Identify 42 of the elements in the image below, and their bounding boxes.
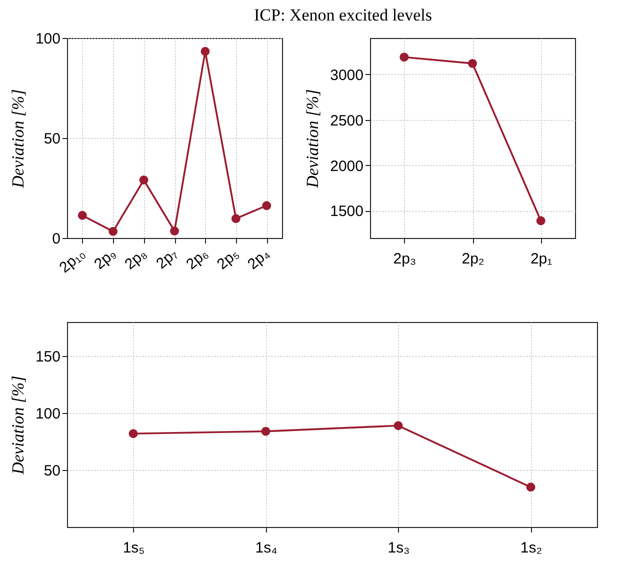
x-tick-label: 2p₄ bbox=[244, 245, 273, 274]
x-tick-label: 1s₂ bbox=[520, 540, 542, 556]
point bbox=[261, 426, 270, 436]
point bbox=[526, 482, 536, 492]
point bbox=[78, 210, 87, 220]
y-tick-label: 150 bbox=[35, 348, 60, 366]
y-tick-label: 100 bbox=[35, 30, 60, 48]
point bbox=[394, 421, 403, 430]
x-tick-label: 2p₆ bbox=[183, 245, 212, 274]
point bbox=[262, 201, 272, 210]
x-tick-label: 2p₂ bbox=[462, 250, 484, 268]
y-tick-label: 2500 bbox=[330, 112, 364, 130]
point bbox=[108, 226, 118, 236]
y-axis-title: Deviation [%] bbox=[8, 89, 28, 189]
x-tick-label: 2p₁₀ bbox=[56, 245, 89, 276]
y-tick-label: 0 bbox=[52, 230, 60, 248]
point bbox=[200, 46, 210, 56]
y-tick-label: 50 bbox=[44, 462, 60, 480]
point bbox=[468, 58, 477, 68]
y-tick-label: 100 bbox=[35, 406, 60, 423]
point bbox=[536, 216, 546, 226]
x-tick-label: 1s₄ bbox=[255, 540, 278, 556]
y-axis-title: Deviation [%] bbox=[303, 89, 322, 189]
x-tick-label: 1s₅ bbox=[122, 540, 145, 556]
x-tick-label: 2p₉ bbox=[91, 245, 120, 273]
point bbox=[139, 176, 148, 184]
x-tick-label: 1s₃ bbox=[388, 540, 410, 556]
point bbox=[128, 429, 138, 438]
point bbox=[170, 226, 179, 236]
x-tick-label: 2p₅ bbox=[214, 245, 242, 274]
text: ICP: Xenon excited levels bbox=[254, 6, 432, 24]
x-tick-label: 2p₇ bbox=[153, 245, 181, 272]
point bbox=[231, 214, 240, 224]
y-axis-title: Deviation [%] bbox=[8, 376, 28, 476]
x-tick-label: 2p₁ bbox=[530, 250, 552, 268]
y-tick-label: 3000 bbox=[330, 66, 364, 84]
point bbox=[400, 52, 409, 62]
y-tick-label: 50 bbox=[44, 130, 60, 148]
y-tick-label: 2000 bbox=[330, 158, 364, 175]
x-tick-label: 2p₃ bbox=[393, 250, 416, 268]
x-tick-label: 2p₈ bbox=[122, 245, 150, 274]
y-tick-label: 1500 bbox=[330, 203, 364, 220]
